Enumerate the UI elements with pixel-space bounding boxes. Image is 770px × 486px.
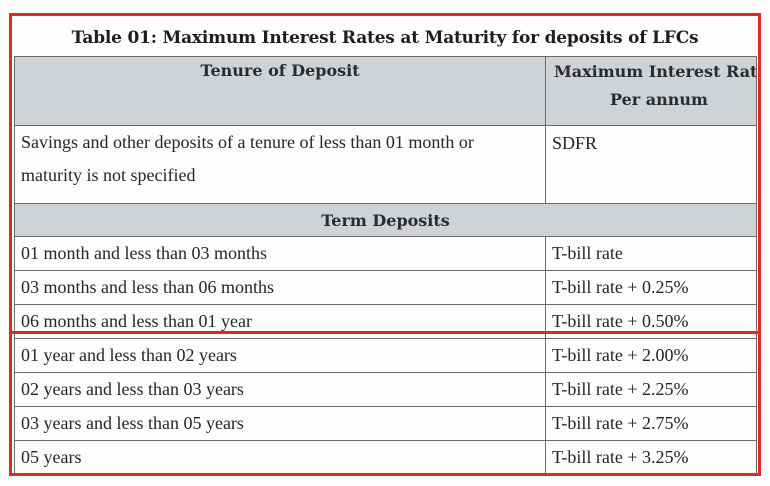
rate-cell: T-bill rate + 0.50% — [545, 304, 757, 339]
rate-cell: T-bill rate + 3.25% — [545, 440, 757, 475]
tenure-cell: 02 years and less than 03 years — [14, 372, 546, 407]
rate-cell: T-bill rate + 2.25% — [545, 372, 757, 407]
header-max-rate-line2: Per annum — [610, 90, 708, 109]
table-title: Table 01: Maximum Interest Rates at Matu… — [71, 28, 699, 48]
table-row: 02 years and less than 03 years T-bill r… — [14, 372, 757, 407]
interest-rate-table: Tenure of Deposit Maximum Interest Rate … — [14, 56, 757, 475]
savings-row: Savings and other deposits of a tenure o… — [14, 125, 757, 204]
tenure-cell: 05 years — [14, 440, 546, 475]
header-max-rate: Maximum Interest Rate Per annum — [545, 56, 757, 126]
savings-tenure-cell: Savings and other deposits of a tenure o… — [14, 125, 546, 204]
table-row: 01 month and less than 03 months T-bill … — [14, 236, 757, 271]
header-row: Tenure of Deposit Maximum Interest Rate … — [14, 56, 757, 126]
table-row: 05 years T-bill rate + 3.25% — [14, 440, 757, 475]
rate-cell: T-bill rate + 2.00% — [545, 338, 757, 373]
savings-rate-cell: SDFR — [545, 125, 757, 204]
table-row: 06 months and less than 01 year T-bill r… — [14, 304, 757, 339]
rate-cell: T-bill rate — [545, 236, 757, 271]
table-row: 01 year and less than 02 years T-bill ra… — [14, 338, 757, 373]
table-row: 03 months and less than 06 months T-bill… — [14, 270, 757, 305]
term-deposits-label: Term Deposits — [14, 203, 757, 237]
header-max-rate-line1: Maximum Interest Rate — [554, 62, 757, 81]
tenure-cell: 01 year and less than 02 years — [14, 338, 546, 373]
table-row: 03 years and less than 05 years T-bill r… — [14, 406, 757, 441]
tenure-cell: 03 years and less than 05 years — [14, 406, 546, 441]
tenure-cell: 01 month and less than 03 months — [14, 236, 546, 271]
tenure-cell: 06 months and less than 01 year — [14, 304, 546, 339]
term-deposits-row: Term Deposits — [14, 203, 757, 237]
tenure-cell: 03 months and less than 06 months — [14, 270, 546, 305]
rate-cell: T-bill rate + 0.25% — [545, 270, 757, 305]
rate-cell: T-bill rate + 2.75% — [545, 406, 757, 441]
header-tenure: Tenure of Deposit — [14, 56, 546, 126]
interest-rate-table-container: Table 01: Maximum Interest Rates at Matu… — [14, 22, 757, 475]
